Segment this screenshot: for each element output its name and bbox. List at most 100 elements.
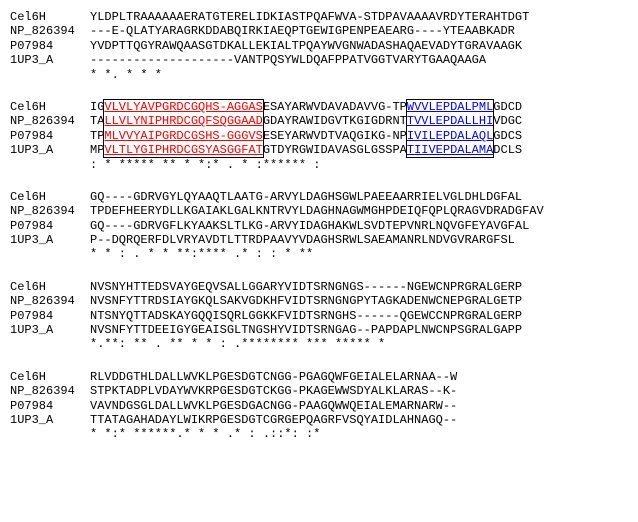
- consensus-row: * *:* ******.* * * .* : .::*: :*: [10, 427, 628, 441]
- seq-segment: GDCS: [493, 129, 522, 143]
- seq-row: P07984 GQ----GDRVGFLKYAAKSLTLKG-ARVYIDAG…: [10, 219, 628, 233]
- seq-row: Cel6H RLVDDGTHLDALLWVKLPGESDGTCNGG-PGAGQ…: [10, 370, 628, 384]
- seq-row: NP_826394TALLVLYNIPHRDCGQFSQGGAADGDAYRAW…: [10, 114, 628, 128]
- seq-row: Cel6H YLDPLTRAAAAAAERATGTERELIDKIASTPQAF…: [10, 10, 628, 24]
- consensus-data: * * : . * * **:**** .* : : * **: [90, 247, 313, 261]
- seq-row: NP_826394 NVSNFYTTRDSIAYGKQLSAKVGDKHFVID…: [10, 294, 628, 308]
- seq-label: NP_826394: [10, 384, 90, 398]
- seq-label: NP_826394: [10, 294, 90, 308]
- seq-data: NVSNFYTTRDSIAYGKQLSAKVGDKHFVIDTSRNGNGPYT…: [90, 294, 522, 308]
- seq-segment: IG: [90, 100, 104, 114]
- seq-label: 1UP3_A: [10, 53, 90, 67]
- consensus-label: [10, 158, 90, 172]
- seq-row: P07984 YVDPTTQGYRAWQAASGTDKALLEKIALTPQAY…: [10, 39, 628, 53]
- seq-data: TPMLVVYAIPGRDCGSHS-GGGVSESEYARWVDTVAQGIK…: [90, 129, 522, 143]
- seq-segment: MP: [90, 143, 104, 157]
- seq-row: Cel6HIGVLVLYAVPGRDCGQHS-AGGASESAYARWVDAV…: [10, 100, 628, 114]
- seq-data: NVSNFYTTDEEIGYGEAISGLTNGSHYVIDTSRNGAG--P…: [90, 323, 522, 337]
- seq-label: 1UP3_A: [10, 143, 90, 157]
- consensus-row: : * ***** ** * *:* . * :****** :: [10, 158, 628, 172]
- motif-box-1: VLVLYAVPGRDCGQHS-AGGAS: [104, 100, 262, 114]
- seq-data: P--DQRQERFDLVRYAVDTLTTRDPAAVYVDAGHSRWLSA…: [90, 233, 515, 247]
- seq-label: Cel6H: [10, 370, 90, 384]
- seq-label: P07984: [10, 309, 90, 323]
- seq-data: GQ----GDRVGFLKYAAKSLTLKG-ARVYIDAGHAKWLSV…: [90, 219, 529, 233]
- seq-label: NP_826394: [10, 114, 90, 128]
- alignment-block-1: Cel6H YLDPLTRAAAAAAERATGTERELIDKIASTPQAF…: [10, 10, 628, 82]
- seq-segment: GDCD: [493, 100, 522, 114]
- seq-segment: TA: [90, 114, 104, 128]
- seq-label: 1UP3_A: [10, 233, 90, 247]
- seq-data: NVSNYHTTEDSVAYGEQVSALLGGARYVIDTSRNGNGS--…: [90, 280, 522, 294]
- seq-label: 1UP3_A: [10, 413, 90, 427]
- seq-row: 1UP3_A P--DQRQERFDLVRYAVDTLTTRDPAAVYVDAG…: [10, 233, 628, 247]
- seq-data: --------------------VANTPQSYWLDQAFPPATVG…: [90, 53, 486, 67]
- seq-row: 1UP3_A NVSNFYTTDEEIGYGEAISGLTNGSHYVIDTSR…: [10, 323, 628, 337]
- consensus-data: : * ***** ** * *:* . * :****** :: [90, 158, 320, 172]
- seq-label: 1UP3_A: [10, 323, 90, 337]
- seq-segment: DCLS: [493, 143, 522, 157]
- consensus-label: [10, 68, 90, 82]
- seq-data: RLVDDGTHLDALLWVKLPGESDGTCNGG-PGAGQWFGEIA…: [90, 370, 457, 384]
- motif-box-1: LLVLYNIPHRDCGQFSQGGAAD: [104, 114, 262, 128]
- seq-row: P07984 NTSNYQTTADSKAYGQQISQRLGGKKFVIDTSR…: [10, 309, 628, 323]
- seq-row: P07984 VAVNDGSGLDALLWVKLPGESDGACNGG-PAAG…: [10, 399, 628, 413]
- consensus-data: * *. * * *: [90, 68, 162, 82]
- seq-data: VAVNDGSGLDALLWVKLPGESDGACNGG-PAAGQWWQEIA…: [90, 399, 457, 413]
- seq-data: IGVLVLYAVPGRDCGQHS-AGGASESAYARWVDAVADAVV…: [90, 100, 522, 114]
- motif-box-2: IVILEPDALAQL: [407, 129, 493, 143]
- seq-data: YVDPTTQGYRAWQAASGTDKALLEKIALTPQAYWVGNWAD…: [90, 39, 522, 53]
- consensus-row: * *. * * *: [10, 68, 628, 82]
- seq-row: NP_826394 TPDEFHEERYDLLKGAIAKLGALKNTRVYL…: [10, 204, 628, 218]
- seq-label: Cel6H: [10, 10, 90, 24]
- seq-label: Cel6H: [10, 280, 90, 294]
- seq-segment: GDAYRAWIDGVTKGIGDRNT: [263, 114, 407, 128]
- seq-label: NP_826394: [10, 24, 90, 38]
- seq-segment: ESEYARWVDTVAQGIKG-NP: [263, 129, 407, 143]
- seq-row: 1UP3_AMPVLTLYGIPHRDCGSYASGGFATGTDYRGWIDA…: [10, 143, 628, 157]
- seq-data: YLDPLTRAAAAAAERATGTERELIDKIASTPQAFWVA-ST…: [90, 10, 529, 24]
- consensus-row: * * : . * * **:**** .* : : * **: [10, 247, 628, 261]
- seq-label: P07984: [10, 39, 90, 53]
- seq-data: TTATAGAHADAYLWIKRPGESDGTCGRGEPQAGRFVSQYA…: [90, 413, 457, 427]
- seq-segment: GTDYRGWIDAVASGLGSSPA: [263, 143, 407, 157]
- motif-box-1: MLVVYAIPGRDCGSHS-GGGVS: [104, 129, 262, 143]
- seq-data: ---E-QLATYARAGRKDDABQIRKIAEQPTGEWIGPENPE…: [90, 24, 515, 38]
- alignment-block-4: Cel6H NVSNYHTTEDSVAYGEQVSALLGGARYVIDTSRN…: [10, 280, 628, 352]
- seq-label: P07984: [10, 219, 90, 233]
- seq-row: Cel6H NVSNYHTTEDSVAYGEQVSALLGGARYVIDTSRN…: [10, 280, 628, 294]
- seq-row: P07984TPMLVVYAIPGRDCGSHS-GGGVSESEYARWVDT…: [10, 129, 628, 143]
- consensus-label: [10, 337, 90, 351]
- consensus-label: [10, 247, 90, 261]
- seq-label: P07984: [10, 399, 90, 413]
- seq-data: MPVLTLYGIPHRDCGSYASGGFATGTDYRGWIDAVASGLG…: [90, 143, 522, 157]
- seq-label: NP_826394: [10, 204, 90, 218]
- seq-data: TPDEFHEERYDLLKGAIAKLGALKNTRVYLDAGHNAGWMG…: [90, 204, 544, 218]
- seq-row: NP_826394 ---E-QLATYARAGRKDDABQIRKIAEQPT…: [10, 24, 628, 38]
- seq-row: 1UP3_A --------------------VANTPQSYWLDQA…: [10, 53, 628, 67]
- motif-box-1: VLTLYGIPHRDCGSYASGGFAT: [104, 143, 262, 157]
- seq-data: NTSNYQTTADSKAYGQQISQRLGGKKFVIDTSRNGHS---…: [90, 309, 522, 323]
- consensus-data: * *:* ******.* * * .* : .::*: :*: [90, 427, 320, 441]
- alignment-block-5: Cel6H RLVDDGTHLDALLWVKLPGESDGTCNGG-PGAGQ…: [10, 370, 628, 442]
- motif-box-2: TIIVEPDALAMA: [407, 143, 493, 157]
- consensus-data: *.**: ** . ** * * : .******** *** ***** …: [90, 337, 385, 351]
- seq-data: STPKTADPLVDAYWVKRPGESDGTCKGG-PKAGEWWSDYA…: [90, 384, 457, 398]
- seq-row: Cel6H GQ----GDRVGYLQYAAQTLAATG-ARVYLDAGH…: [10, 190, 628, 204]
- seq-row: 1UP3_A TTATAGAHADAYLWIKRPGESDGTCGRGEPQAG…: [10, 413, 628, 427]
- seq-label: P07984: [10, 129, 90, 143]
- seq-row: NP_826394 STPKTADPLVDAYWVKRPGESDGTCKGG-P…: [10, 384, 628, 398]
- alignment-block-2: Cel6HIGVLVLYAVPGRDCGQHS-AGGASESAYARWVDAV…: [10, 100, 628, 172]
- seq-label: Cel6H: [10, 100, 90, 114]
- motif-box-2: WVVLEPDALPML: [407, 100, 493, 114]
- alignment-block-3: Cel6H GQ----GDRVGYLQYAAQTLAATG-ARVYLDAGH…: [10, 190, 628, 262]
- seq-segment: VDGC: [493, 114, 522, 128]
- consensus-row: *.**: ** . ** * * : .******** *** ***** …: [10, 337, 628, 351]
- seq-segment: ESAYARWVDAVADAVVG-TP: [263, 100, 407, 114]
- seq-label: Cel6H: [10, 190, 90, 204]
- seq-data: GQ----GDRVGYLQYAAQTLAATG-ARVYLDAGHSGWLPA…: [90, 190, 522, 204]
- seq-segment: TP: [90, 129, 104, 143]
- motif-box-2: TVVLEPDALLHI: [407, 114, 493, 128]
- seq-data: TALLVLYNIPHRDCGQFSQGGAADGDAYRAWIDGVTKGIG…: [90, 114, 522, 128]
- consensus-label: [10, 427, 90, 441]
